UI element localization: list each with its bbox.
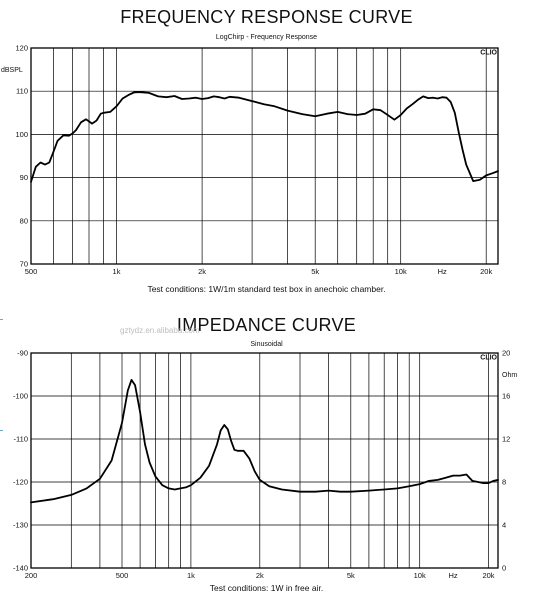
impedance-right-tick-label: 4 <box>502 521 506 530</box>
impedance-x-tick-label: Hz <box>449 571 458 580</box>
frequency-x-tick-label: 2k <box>198 267 206 276</box>
frequency-x-tick-label: Hz <box>438 267 447 276</box>
frequency-chart-title: FREQUENCY RESPONSE CURVE <box>120 7 413 27</box>
watermark-text: gztydz.en.alibaba.com <box>120 326 200 335</box>
impedance-x-tick-label: 500 <box>116 571 129 580</box>
impedance-right-tick-label: 0 <box>502 564 506 573</box>
impedance-right-tick-label: 8 <box>502 478 506 487</box>
frequency-y-tick-label: 70 <box>20 260 28 269</box>
impedance-left-tick-label: -110 <box>14 435 28 444</box>
frequency-chart-subtitle: LogChirp - Frequency Response <box>215 34 318 41</box>
impedance-series-line <box>30 379 499 504</box>
impedance-x-tick-label: 2k <box>256 571 264 580</box>
impedance-plot-frame <box>30 352 499 569</box>
frequency-x-tick-label: 500 <box>25 267 38 276</box>
impedance-left-tick-label: -100 <box>13 392 28 401</box>
frequency-x-tick-label: 5k <box>311 267 319 276</box>
frequency-y-tick-label: 90 <box>20 173 28 182</box>
frequency-y-tick-label: 80 <box>20 216 28 225</box>
frequency-y-tick-label: 100 <box>15 130 28 139</box>
impedance-chart-title: IMPEDANCE CURVE <box>176 315 357 335</box>
impedance-left-tick-label: -130 <box>13 521 28 530</box>
edge-mark <box>0 319 3 320</box>
impedance-x-tick-label: 20k <box>482 571 494 580</box>
impedance-chart-caption: Test conditions: 1W in free air. <box>209 583 324 593</box>
impedance-x-tick-label: 10k <box>414 571 426 580</box>
frequency-series-line <box>30 91 499 183</box>
impedance-brand-label: CLIO <box>480 355 497 362</box>
impedance-y-axis-label: Ohm <box>502 372 517 379</box>
impedance-left-tick-label: -140 <box>13 564 28 573</box>
frequency-x-tick-label: 10k <box>395 267 407 276</box>
impedance-x-tick-label: 5k <box>347 571 355 580</box>
frequency-brand-label: CLIO <box>480 50 497 57</box>
frequency-x-tick-label: 20k <box>480 267 492 276</box>
impedance-left-tick-label: -120 <box>13 478 28 487</box>
frequency-chart-caption: Test conditions: 1W/1m standard test box… <box>147 284 386 294</box>
frequency-y-tick-label: 120 <box>15 44 28 53</box>
impedance-right-tick-label: 20 <box>502 349 510 358</box>
frequency-x-tick-label: 1k <box>113 267 121 276</box>
frequency-plot-frame <box>30 47 499 265</box>
impedance-x-tick-label: 1k <box>187 571 195 580</box>
edge-mark <box>0 430 3 431</box>
impedance-right-tick-label: 16 <box>502 392 510 401</box>
impedance-left-tick-label: -90 <box>17 349 28 358</box>
frequency-y-tick-label: 110 <box>16 87 28 96</box>
impedance-x-tick-label: 200 <box>25 571 38 580</box>
impedance-right-tick-label: 12 <box>502 435 510 444</box>
impedance-chart-subtitle: Sinusoidal <box>250 341 283 348</box>
frequency-y-axis-label: dBSPL <box>1 67 23 74</box>
